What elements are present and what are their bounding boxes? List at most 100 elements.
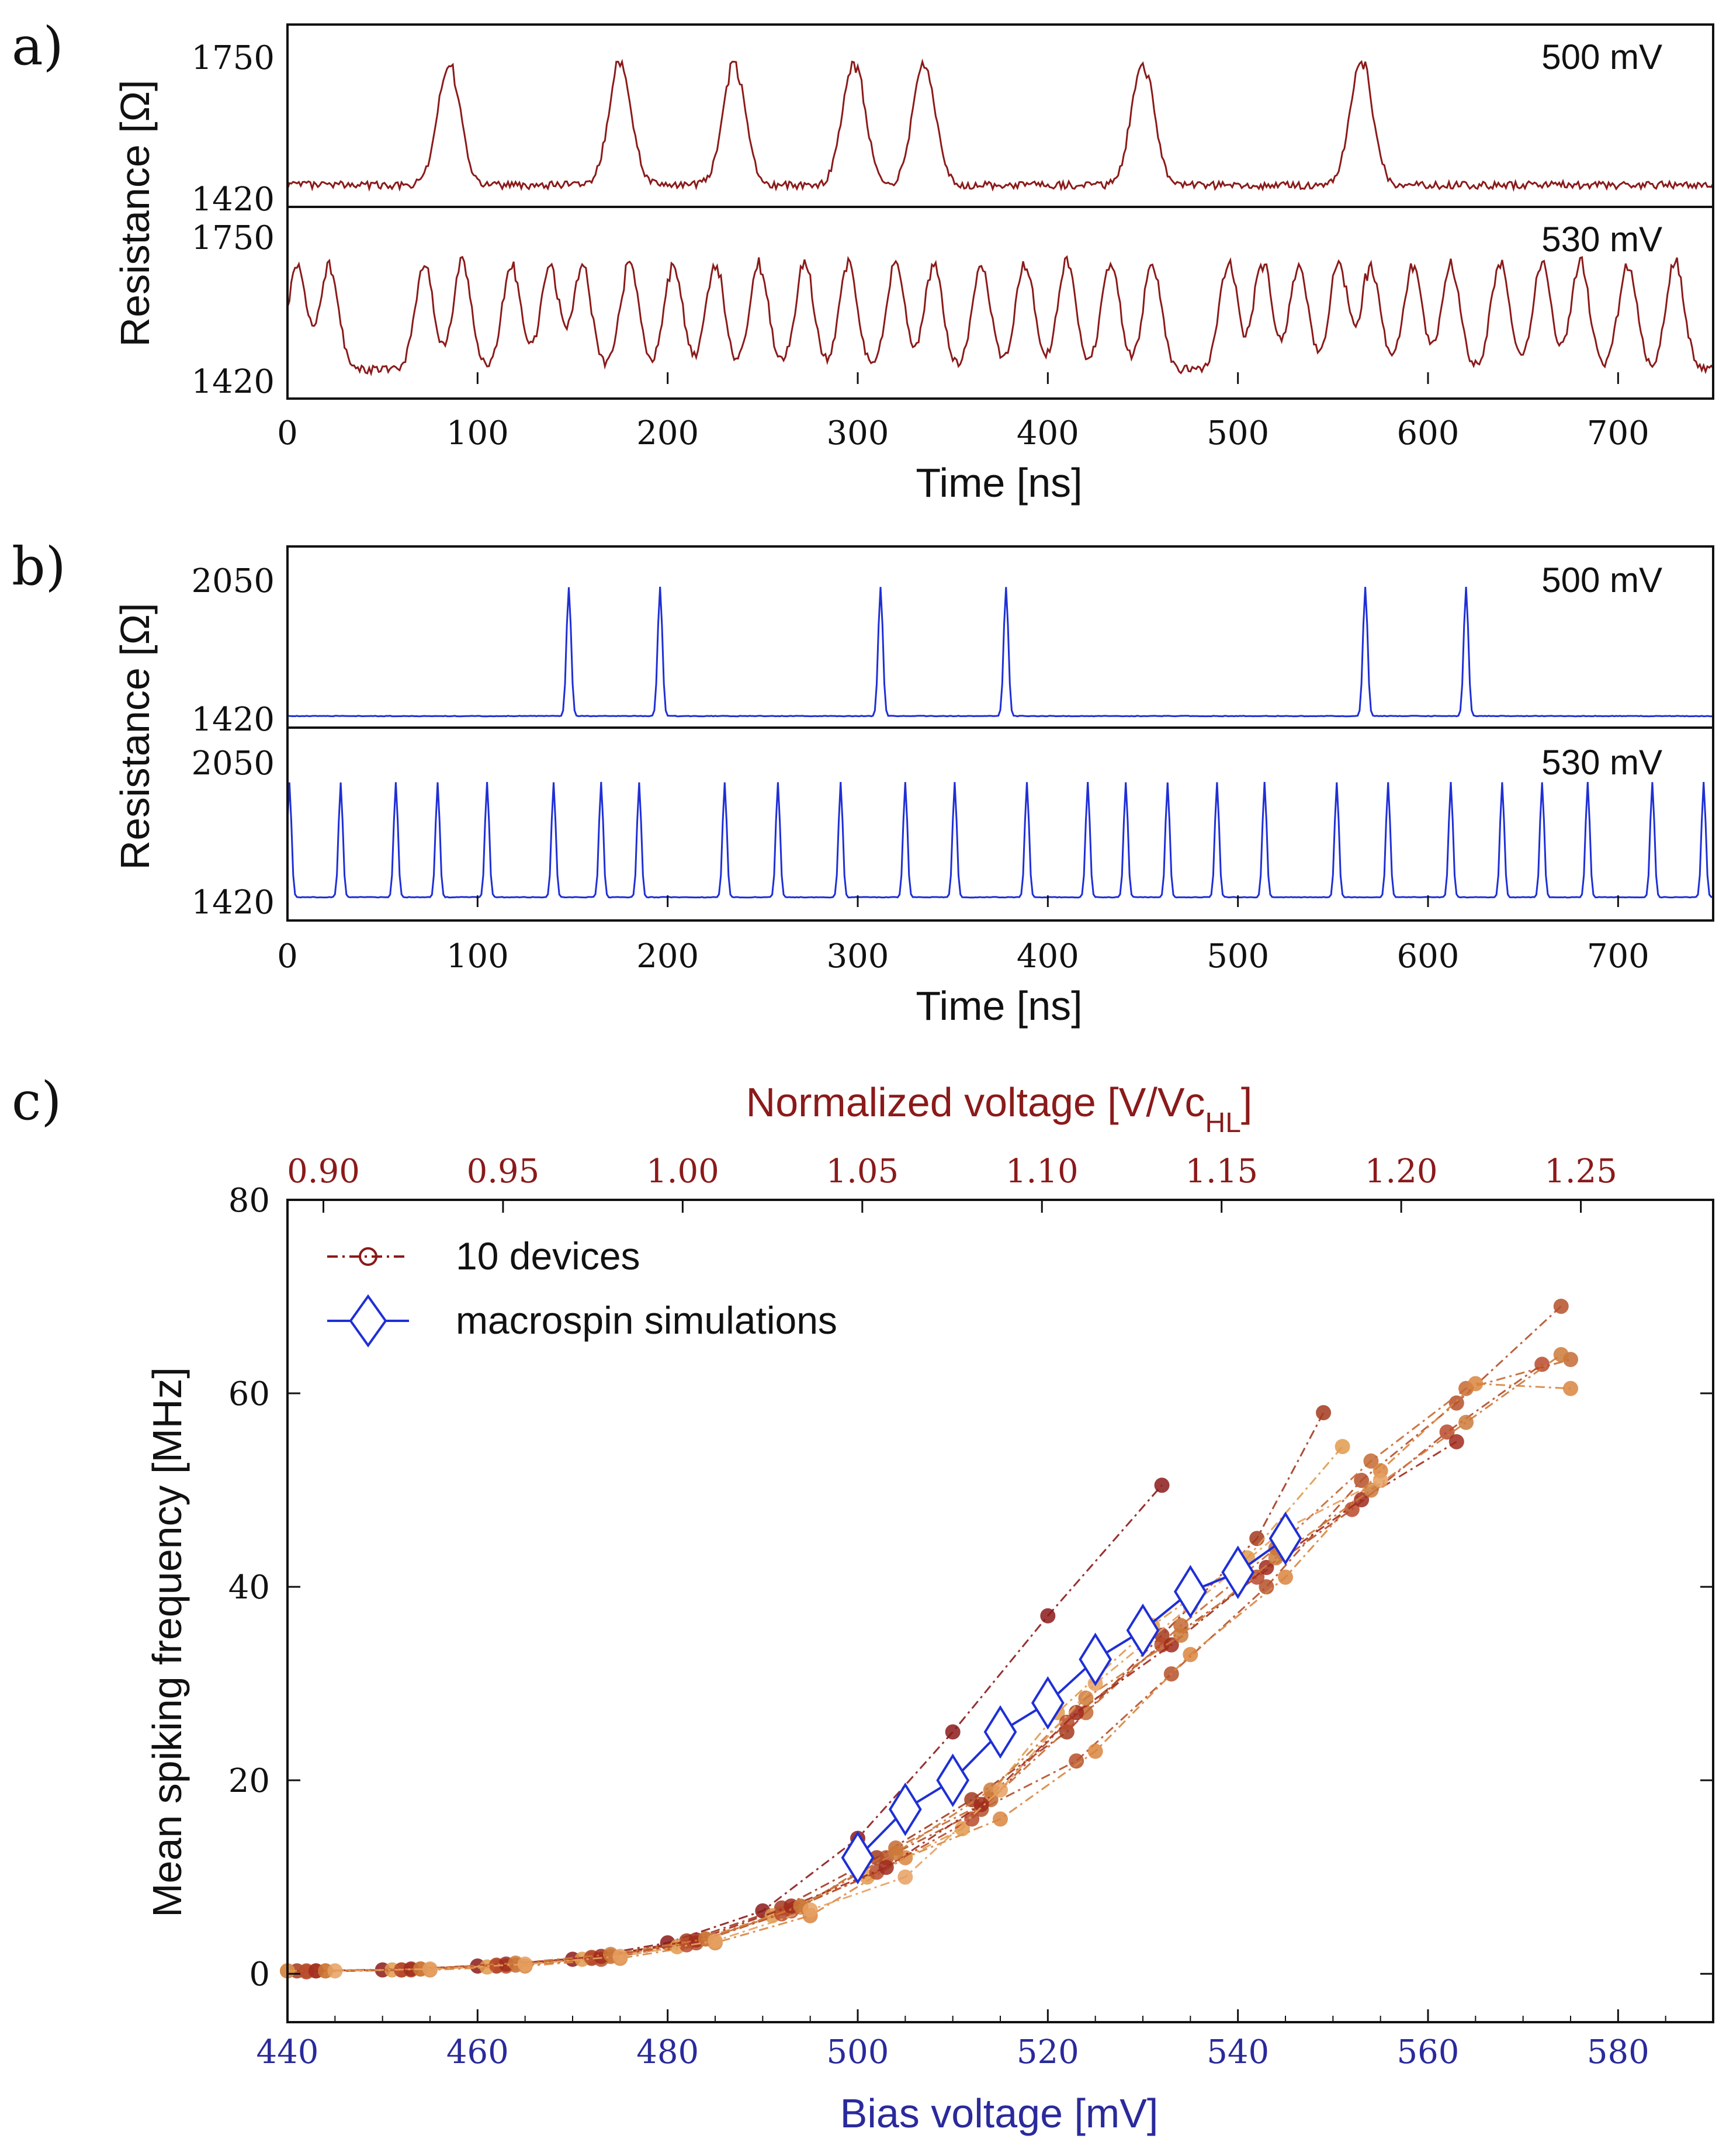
panel-b-xlabel: Time [ns] [916, 983, 1082, 1029]
device-point [802, 1902, 818, 1918]
top-x-tick-label: 1.00 [646, 1153, 719, 1191]
y-tick-label: 60 [228, 1375, 270, 1413]
resistance-trace-500mv [287, 586, 1713, 718]
device-point [1259, 1560, 1274, 1576]
panel-c-top-xlabel-sub: HL [1205, 1108, 1241, 1138]
top-x-tick-label: 1.05 [826, 1153, 899, 1191]
panel-b-ylabel: Resistance [Ω] [112, 603, 158, 870]
device-line [287, 1484, 1163, 1972]
device-point [1069, 1753, 1084, 1769]
device-line [306, 1363, 1543, 1973]
device-point [1448, 1434, 1464, 1449]
device-point [993, 1782, 1008, 1798]
device-point [1316, 1405, 1332, 1421]
device-point [1534, 1356, 1550, 1372]
panel-b-voltage-500: 500 mV [1541, 560, 1662, 600]
panel-c-ylabel: Mean spiking frequency [MHz] [144, 1367, 190, 1918]
top-x-tick-label: 1.20 [1365, 1153, 1438, 1191]
panel-a-traces [286, 58, 1714, 377]
panel-b-bottom-ytick-max: 2050 [191, 745, 275, 783]
top-x-tick-label: 1.10 [1006, 1153, 1079, 1191]
simulation-point [888, 1783, 922, 1836]
device-point [1173, 1627, 1189, 1643]
simulation-point [1221, 1545, 1255, 1600]
device-point [1040, 1608, 1056, 1624]
top-x-tick-label: 0.90 [287, 1153, 360, 1191]
x-tick-label: 100 [446, 414, 509, 452]
device-point [1154, 1477, 1170, 1493]
x-tick-label: 300 [827, 414, 889, 452]
resistance-trace-530mv [286, 255, 1714, 377]
y-tick-label: 40 [228, 1569, 270, 1607]
panel-c-xlabel: Bias voltage [mV] [840, 2091, 1159, 2136]
device-point [1249, 1531, 1265, 1546]
device-point [517, 1956, 533, 1972]
x-tick-label: 500 [1207, 414, 1269, 452]
panel-a-xlabel: Time [ns] [916, 460, 1082, 506]
bottom-x-tick-label: 580 [1587, 2033, 1649, 2071]
device-point [1439, 1424, 1455, 1440]
simulation-point [841, 1830, 875, 1885]
device-point [1344, 1501, 1360, 1517]
device-point [1354, 1492, 1370, 1508]
bottom-x-tick-label: 440 [257, 2033, 319, 2071]
resistance-trace-500mv [286, 58, 1714, 192]
device-point [1278, 1569, 1293, 1585]
simulation-point [1173, 1565, 1207, 1619]
panel-c-label: c) [12, 1071, 62, 1132]
device-point [1335, 1439, 1350, 1455]
device-point [422, 1961, 438, 1977]
panel-b: b) Resistance [Ω] 2050 1420 2050 1420 50… [12, 536, 1714, 1029]
device-point [1563, 1380, 1578, 1396]
simulation-point [1031, 1676, 1065, 1730]
panel-a-label: a) [12, 16, 64, 77]
device-point [708, 1933, 723, 1949]
legend-devices-label: 10 devices [456, 1234, 640, 1278]
x-tick-label: 0 [277, 414, 298, 452]
x-tick-label: 200 [636, 937, 699, 975]
device-point [973, 1797, 989, 1812]
device-point [945, 1724, 961, 1740]
device-point [1553, 1347, 1569, 1362]
panel-a: a) Resistance [Ω] 1750 1420 1750 1420 50… [12, 16, 1714, 506]
device-point [1078, 1690, 1094, 1706]
panel-c-legend: 10 devices macrospin simulations [327, 1234, 837, 1348]
panel-a-voltage-500: 500 mV [1541, 37, 1662, 77]
legend-sim-label: macrospin simulations [456, 1299, 837, 1342]
panel-b-bottom-ytick-min: 1420 [191, 884, 275, 922]
y-tick-label: 80 [228, 1182, 270, 1220]
x-tick-label: 600 [1397, 937, 1460, 975]
panel-a-ylabel: Resistance [Ω] [112, 80, 158, 347]
device-point [1183, 1646, 1198, 1662]
x-tick-label: 300 [827, 937, 889, 975]
device-point [1163, 1637, 1179, 1653]
y-tick-label: 20 [228, 1762, 270, 1800]
x-tick-label: 0 [277, 937, 298, 975]
device-point [1363, 1482, 1379, 1498]
bottom-x-tick-label: 540 [1207, 2033, 1269, 2071]
x-tick-label: 700 [1587, 937, 1649, 975]
top-x-tick-label: 1.15 [1185, 1153, 1258, 1191]
legend-devices-marker [359, 1247, 377, 1266]
bottom-x-tick-label: 500 [827, 2033, 889, 2071]
device-point [993, 1811, 1008, 1827]
device-point [327, 1963, 343, 1979]
device-line [287, 1446, 1343, 1972]
device-point [888, 1845, 904, 1861]
device-point [1458, 1414, 1474, 1430]
panel-a-frame [286, 23, 1714, 400]
panel-b-xticks: 0 100 200 300 400 500 600 700 [277, 895, 1649, 975]
device-point [1373, 1473, 1388, 1489]
device-point [897, 1869, 913, 1885]
device-line [335, 1479, 1381, 1972]
panel-b-label: b) [12, 536, 66, 597]
panel-a-bottom-ytick-max: 1750 [191, 219, 275, 257]
bottom-x-tick-label: 560 [1397, 2033, 1460, 2071]
device-line [325, 1354, 1562, 1972]
bottom-x-tick-label: 520 [1017, 2033, 1079, 2071]
panel-c-top-xlabel-main: Normalized voltage [V/Vc [746, 1079, 1205, 1125]
panel-a-top-ytick-max: 1750 [191, 39, 275, 77]
panel-b-top-ytick-max: 2050 [191, 562, 275, 600]
panel-a-xticks: 0 100 200 300 400 500 600 700 [277, 372, 1649, 452]
